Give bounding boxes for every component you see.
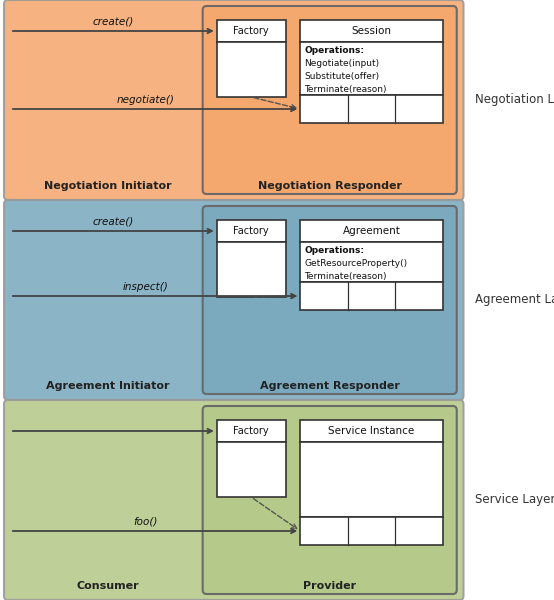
Bar — [217, 242, 285, 297]
FancyBboxPatch shape — [203, 406, 456, 594]
Bar — [217, 42, 285, 97]
Text: Provider: Provider — [303, 581, 356, 591]
FancyBboxPatch shape — [4, 400, 464, 600]
Text: Consumer: Consumer — [76, 581, 138, 591]
Text: Session: Session — [352, 26, 392, 36]
Text: Factory: Factory — [233, 426, 269, 436]
Bar — [300, 220, 443, 242]
Text: GetResourceProperty(): GetResourceProperty() — [304, 259, 407, 268]
Text: Service Layer: Service Layer — [475, 493, 554, 506]
FancyBboxPatch shape — [4, 200, 464, 400]
Text: create(): create() — [93, 217, 134, 227]
Bar — [300, 42, 443, 95]
Text: Terminate(reason): Terminate(reason) — [304, 85, 387, 94]
Text: Negotiate(input): Negotiate(input) — [304, 59, 379, 68]
Text: Factory: Factory — [233, 26, 269, 36]
Text: Agreement: Agreement — [342, 226, 401, 236]
Bar — [300, 20, 443, 42]
Bar — [300, 517, 443, 545]
Text: Terminate(reason): Terminate(reason) — [304, 272, 387, 281]
Text: inspect(): inspect() — [122, 282, 168, 292]
Bar — [300, 95, 443, 123]
Bar — [300, 242, 443, 282]
Text: Substitute(offer): Substitute(offer) — [304, 72, 379, 81]
Text: negotiate(): negotiate() — [116, 95, 174, 105]
Text: foo(): foo() — [133, 517, 157, 527]
Bar — [217, 420, 285, 442]
Bar — [217, 220, 285, 242]
FancyBboxPatch shape — [203, 206, 456, 394]
Bar — [217, 442, 285, 497]
Text: Factory: Factory — [233, 226, 269, 236]
Text: Negotiation Layer: Negotiation Layer — [475, 94, 554, 107]
Text: Operations:: Operations: — [304, 46, 364, 55]
FancyBboxPatch shape — [4, 0, 464, 200]
Text: create(): create() — [93, 17, 134, 27]
Text: Agreement Initiator: Agreement Initiator — [45, 381, 169, 391]
Text: Negotiation Responder: Negotiation Responder — [258, 181, 402, 191]
Text: Agreement Responder: Agreement Responder — [260, 381, 399, 391]
Text: Agreement Layer: Agreement Layer — [475, 293, 554, 307]
Bar — [300, 282, 443, 310]
Bar — [300, 442, 443, 517]
FancyBboxPatch shape — [203, 6, 456, 194]
Text: Service Instance: Service Instance — [329, 426, 414, 436]
Text: Negotiation Initiator: Negotiation Initiator — [44, 181, 171, 191]
Bar — [217, 20, 285, 42]
Text: Operations:: Operations: — [304, 246, 364, 255]
Bar — [300, 420, 443, 442]
